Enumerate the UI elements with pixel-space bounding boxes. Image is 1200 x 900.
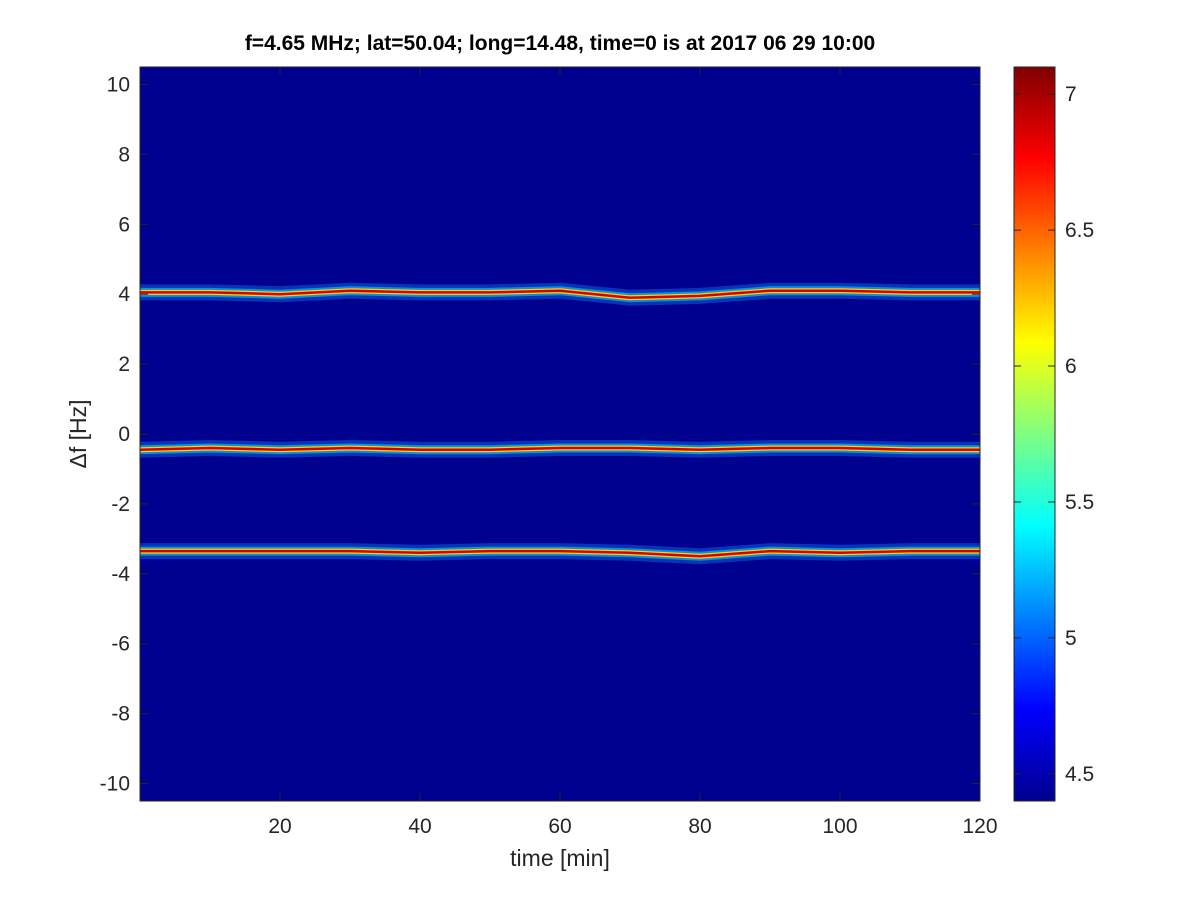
x-tick-label-4: 100 bbox=[822, 815, 857, 838]
colorbar bbox=[1013, 66, 1056, 802]
y-axis-label: Δf [Hz] bbox=[65, 399, 91, 468]
y-tick-label-4: -2 bbox=[111, 493, 130, 516]
x-tick-label-5: 120 bbox=[962, 815, 997, 838]
colorbar-tick-label-2: 5.5 bbox=[1065, 491, 1094, 514]
y-tick-label-3: -4 bbox=[111, 563, 130, 586]
colorbar-ticks: 4.5 5 5.5 6 6.5 7 bbox=[1014, 83, 1094, 786]
x-axis-label: time [min] bbox=[510, 845, 610, 871]
x-axis: 20 40 60 80 100 120 bbox=[268, 67, 998, 838]
trace-core-2 bbox=[140, 549, 980, 558]
colorbar-tick-label-4: 6.5 bbox=[1065, 219, 1094, 242]
x-tick-label-3: 80 bbox=[688, 815, 711, 838]
y-axis: -10 -8 -6 -4 -2 0 2 4 6 8 10 bbox=[100, 73, 980, 796]
y-tick-label-5: 0 bbox=[118, 423, 130, 446]
colorbar-tick-label-0: 4.5 bbox=[1065, 763, 1094, 786]
colorbar-tick-label-3: 6 bbox=[1065, 355, 1077, 378]
y-tick-label-7: 4 bbox=[118, 283, 130, 306]
colorbar-tick-label-5: 7 bbox=[1065, 83, 1077, 106]
x-tick-label-2: 60 bbox=[548, 815, 571, 838]
y-tick-label-0: -10 bbox=[100, 773, 130, 796]
spectrogram-traces bbox=[140, 282, 980, 565]
y-tick-label-2: -6 bbox=[111, 633, 130, 656]
x-tick-label-1: 40 bbox=[408, 815, 431, 838]
plot-area bbox=[140, 67, 980, 801]
trace-core-0 bbox=[140, 289, 980, 299]
x-tick-label-0: 20 bbox=[268, 815, 291, 838]
y-tick-label-9: 8 bbox=[118, 143, 130, 166]
y-tick-label-10: 10 bbox=[107, 73, 130, 96]
y-tick-label-8: 6 bbox=[118, 213, 130, 236]
y-tick-label-1: -8 bbox=[111, 703, 130, 726]
trace-core-1 bbox=[140, 446, 980, 451]
y-tick-label-6: 2 bbox=[118, 353, 130, 376]
chart-title: f=4.65 MHz; lat=50.04; long=14.48, time=… bbox=[245, 32, 875, 55]
colorbar-tick-label-1: 5 bbox=[1065, 627, 1077, 650]
